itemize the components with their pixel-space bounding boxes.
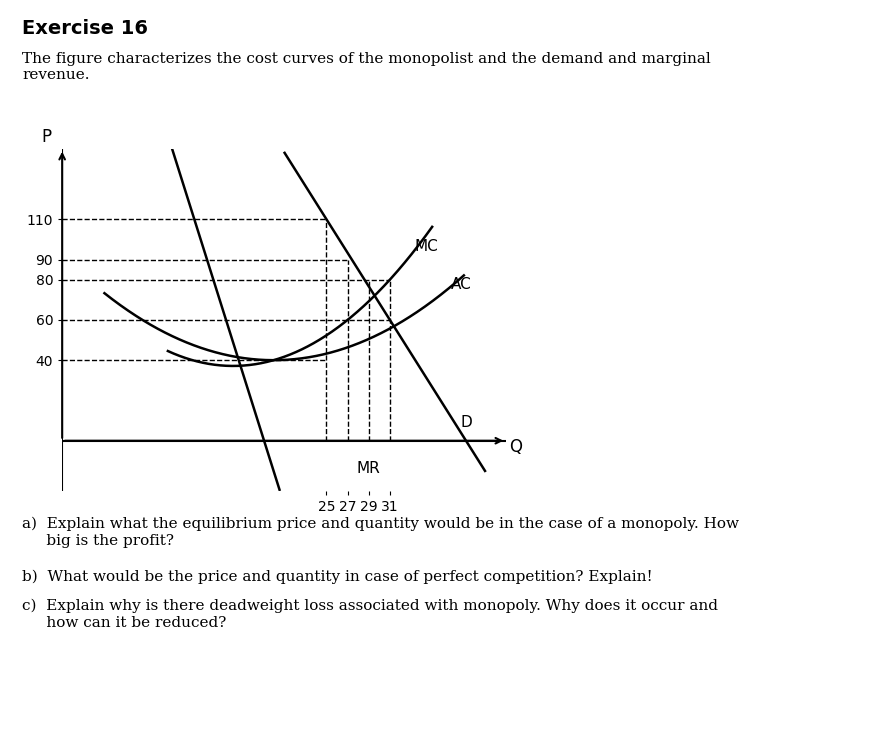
Text: a)  Explain what the equilibrium price and quantity would be in the case of a mo: a) Explain what the equilibrium price an…: [22, 517, 739, 548]
Text: Exercise 16: Exercise 16: [22, 19, 148, 38]
Text: b)  What would be the price and quantity in case of perfect competition? Explain: b) What would be the price and quantity …: [22, 569, 653, 583]
Text: MC: MC: [414, 239, 438, 254]
Text: MR: MR: [357, 461, 381, 476]
Text: AC: AC: [451, 277, 472, 292]
Text: Q: Q: [510, 437, 522, 456]
Text: The figure characterizes the cost curves of the monopolist and the demand and ma: The figure characterizes the cost curves…: [22, 52, 711, 83]
Text: c)  Explain why is there deadweight loss associated with monopoly. Why does it o: c) Explain why is there deadweight loss …: [22, 599, 718, 629]
Text: D: D: [461, 415, 472, 430]
Text: P: P: [41, 128, 52, 146]
